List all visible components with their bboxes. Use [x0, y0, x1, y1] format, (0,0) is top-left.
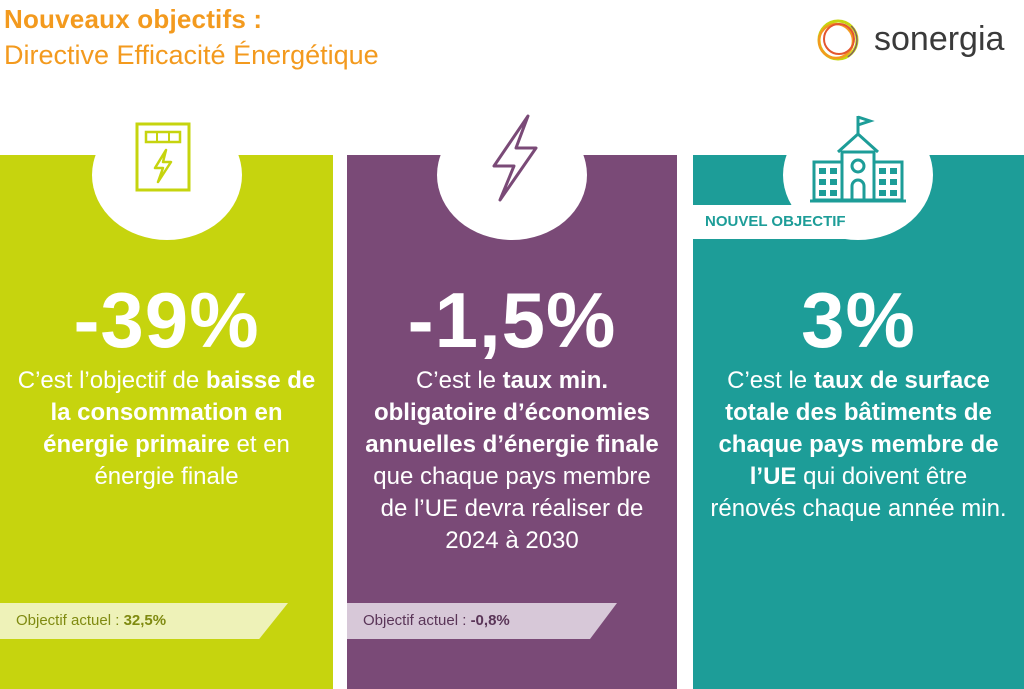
current-objective-label: Objectif actuel : — [363, 612, 471, 629]
description-segment: C’est l’objectif de — [17, 367, 206, 394]
public-building-icon — [810, 115, 906, 203]
ring-logo-icon — [816, 19, 859, 61]
description-segment: C’est le — [415, 367, 503, 394]
panel-big-value: 3% — [801, 276, 916, 364]
panel-primary-energy: -39% C’est l’objectif de baisse de la co… — [0, 155, 333, 689]
description-segment: qui doivent être rénovés chaque année mi… — [710, 463, 1007, 522]
panel-description: C’est le taux de surface totale des bâti… — [707, 365, 1010, 525]
panel-big-value: -39% — [73, 276, 260, 364]
title-line1: Nouveaux objectifs : — [4, 4, 263, 34]
electric-meter-icon — [135, 122, 191, 192]
panel-energy-savings: -1,5% C’est le taux min. obligatoire d’é… — [347, 155, 677, 689]
title-line2: Directive Efficacité Énergétique — [4, 40, 379, 70]
description-segment: taux min. obligatoire d’économies annuel… — [365, 367, 659, 458]
current-objective-label: Objectif actuel : — [16, 612, 124, 629]
new-objective-badge: NOUVEL OBJECTIF — [693, 205, 883, 239]
description-segment: baisse de la consommation en énergie pri… — [43, 367, 316, 458]
panel-big-value: -1,5% — [407, 276, 617, 364]
description-segment: C’est le — [727, 367, 814, 394]
description-segment: taux de surface totale des bâtiments de … — [718, 367, 999, 490]
current-objective-bar: Objectif actuel : -0,8% — [347, 603, 617, 639]
logo-text: sonergia — [874, 20, 1005, 58]
current-objective-value: 32,5% — [123, 612, 167, 629]
current-objective-bar: Objectif actuel : 32,5% — [0, 603, 288, 639]
description-segment: que chaque pays membre de l’UE devra réa… — [373, 463, 651, 554]
sonergia-logo: sonergia — [812, 14, 1022, 66]
lightning-bolt-icon — [492, 114, 538, 202]
panel-building-renovation: NOUVEL OBJECTIF 3% C’est le taux de surf… — [693, 155, 1024, 689]
panel-description: C’est le taux min. obligatoire d’économi… — [361, 365, 663, 557]
panel-description: C’est l’objectif de baisse de la consomm… — [14, 365, 319, 493]
current-objective-value: -0,8% — [470, 612, 510, 629]
description-segment: et en énergie finale — [94, 431, 290, 490]
